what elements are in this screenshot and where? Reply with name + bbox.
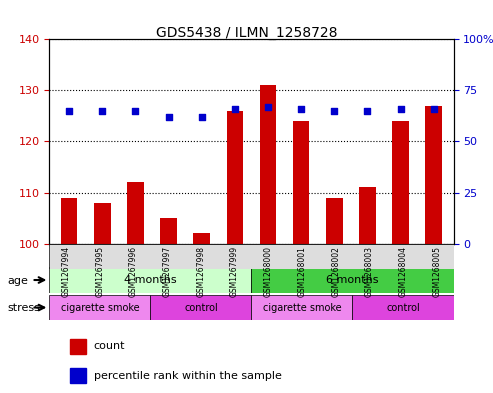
Bar <box>260 85 276 244</box>
Text: cigarette smoke: cigarette smoke <box>263 303 341 312</box>
Text: GSM1267995: GSM1267995 <box>95 246 105 298</box>
FancyBboxPatch shape <box>49 267 251 293</box>
Bar <box>293 121 310 244</box>
Text: GSM1268000: GSM1268000 <box>264 246 273 297</box>
Text: GSM1267996: GSM1267996 <box>129 246 138 298</box>
Bar <box>359 187 376 244</box>
Bar <box>425 106 442 244</box>
FancyBboxPatch shape <box>49 244 454 269</box>
Text: age: age <box>7 276 28 286</box>
Text: GSM1268004: GSM1268004 <box>398 246 408 297</box>
Text: control: control <box>386 303 420 312</box>
Bar <box>326 198 343 244</box>
Point <box>330 108 338 114</box>
Bar <box>392 121 409 244</box>
Text: 6 months: 6 months <box>326 275 379 285</box>
FancyBboxPatch shape <box>352 295 454 320</box>
Point <box>165 114 173 120</box>
Text: GSM1267998: GSM1267998 <box>196 246 206 297</box>
Bar <box>70 339 86 354</box>
Bar <box>70 369 86 383</box>
Point <box>297 106 305 112</box>
Text: count: count <box>94 342 125 351</box>
Text: GSM1268003: GSM1268003 <box>365 246 374 297</box>
Bar <box>227 111 243 244</box>
Text: GDS5438 / ILMN_1258728: GDS5438 / ILMN_1258728 <box>156 26 337 40</box>
Point <box>264 104 272 110</box>
Point <box>198 114 206 120</box>
Bar <box>127 182 144 244</box>
FancyBboxPatch shape <box>150 295 251 320</box>
FancyBboxPatch shape <box>49 295 150 320</box>
Point <box>396 106 404 112</box>
FancyBboxPatch shape <box>251 295 352 320</box>
Text: GSM1267997: GSM1267997 <box>163 246 172 298</box>
Bar <box>61 198 77 244</box>
Text: stress: stress <box>7 303 40 313</box>
Point <box>363 108 371 114</box>
Text: percentile rank within the sample: percentile rank within the sample <box>94 371 282 381</box>
Text: cigarette smoke: cigarette smoke <box>61 303 139 312</box>
Point <box>430 106 438 112</box>
Text: control: control <box>184 303 218 312</box>
Text: GSM1268001: GSM1268001 <box>297 246 307 297</box>
Bar <box>160 218 177 244</box>
Point <box>231 106 239 112</box>
Text: GSM1267999: GSM1267999 <box>230 246 239 298</box>
Bar <box>94 203 110 244</box>
Text: GSM1268005: GSM1268005 <box>432 246 441 297</box>
Text: GSM1268002: GSM1268002 <box>331 246 340 297</box>
Text: 4 months: 4 months <box>124 275 176 285</box>
Point <box>132 108 140 114</box>
Point <box>65 108 73 114</box>
Bar <box>193 233 210 244</box>
FancyBboxPatch shape <box>251 267 454 293</box>
Text: GSM1267994: GSM1267994 <box>62 246 70 298</box>
Point <box>99 108 106 114</box>
